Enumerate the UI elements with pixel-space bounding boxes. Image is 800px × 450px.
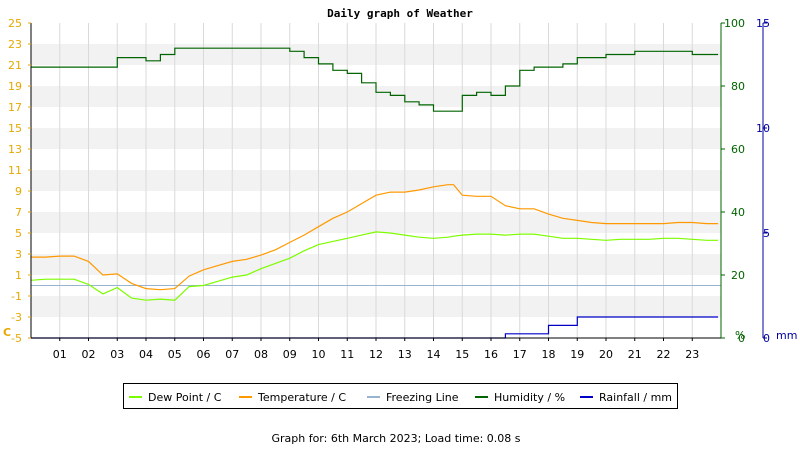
x-tick-label: 17 [513,348,527,361]
x-tick-label: 13 [398,348,412,361]
humidity-tick-label: 80 [731,80,745,93]
x-tick-label: 19 [570,348,584,361]
left-tick-label: 19 [8,80,22,93]
left-tick-label: 15 [8,122,22,135]
footer-text: Graph for: 6th March 2023; Load time: 0.… [271,432,520,445]
left-tick-label: 7 [15,206,22,219]
x-tick-label: 15 [455,348,469,361]
x-tick-label: 14 [427,348,441,361]
legend: Dew Point / C Temperature / C Freezing Lin… [123,383,678,409]
x-tick-label: 10 [312,348,326,361]
humidity-line [31,47,719,112]
left-tick-label: 11 [8,164,22,177]
left-tick-label: 9 [15,185,22,198]
left-tick-label: 13 [8,143,22,156]
rain-tick-label: 5 [763,227,770,240]
humidity-tick-label: 0 [738,332,745,345]
humidity-tick-label: 40 [731,206,745,219]
dew-point-line [30,231,719,301]
x-tick-label: 09 [283,348,297,361]
legend-label: Humidity / % [494,391,565,404]
x-tick-label: 04 [139,348,153,361]
x-tick-label: 22 [657,348,671,361]
rain-axis-unit: mm [776,329,797,342]
left-tick-label: 3 [15,248,22,261]
x-tick-label: 01 [53,348,67,361]
x-tick-label: 16 [484,348,498,361]
chart-title: Daily graph of Weather [327,7,473,20]
rain-tick-label: 10 [756,122,770,135]
left-tick-label: 1 [15,269,22,282]
rain-tick-label: 15 [756,17,770,30]
left-tick-label: -5 [11,332,22,345]
x-tick-label: 23 [685,348,699,361]
x-tick-label: 21 [628,348,642,361]
humidity-tick-label: 60 [731,143,745,156]
left-tick-label: 21 [8,59,22,72]
left-tick-label: 5 [15,227,22,240]
left-tick-label: 25 [8,17,22,30]
humidity-axis-unit: % [735,329,745,342]
x-tick-label: 06 [197,348,211,361]
x-tick-label: 11 [340,348,354,361]
rain-tick-label: 0 [763,332,770,345]
left-axis-unit: C [3,326,11,339]
x-tick-label: 02 [82,348,96,361]
humidity-tick-label: 100 [724,17,745,30]
x-tick-label: 20 [599,348,613,361]
legend-label: Dew Point / C [148,391,222,404]
x-tick-label: 05 [168,348,182,361]
temperature-line [31,184,719,291]
x-tick-label: 03 [110,348,124,361]
x-tick-label: 12 [369,348,383,361]
left-tick-label: -3 [11,311,22,324]
x-tick-label: 08 [254,348,268,361]
legend-label: Temperature / C [257,391,346,404]
left-tick-label: -1 [11,290,22,303]
left-tick-label: 23 [8,38,22,51]
x-tick-label: 07 [225,348,239,361]
humidity-tick-label: 20 [731,269,745,282]
legend-label: Rainfall / mm [599,391,672,404]
legend-label: Freezing Line [386,391,459,404]
x-tick-label: 18 [542,348,556,361]
left-tick-label: 17 [8,101,22,114]
